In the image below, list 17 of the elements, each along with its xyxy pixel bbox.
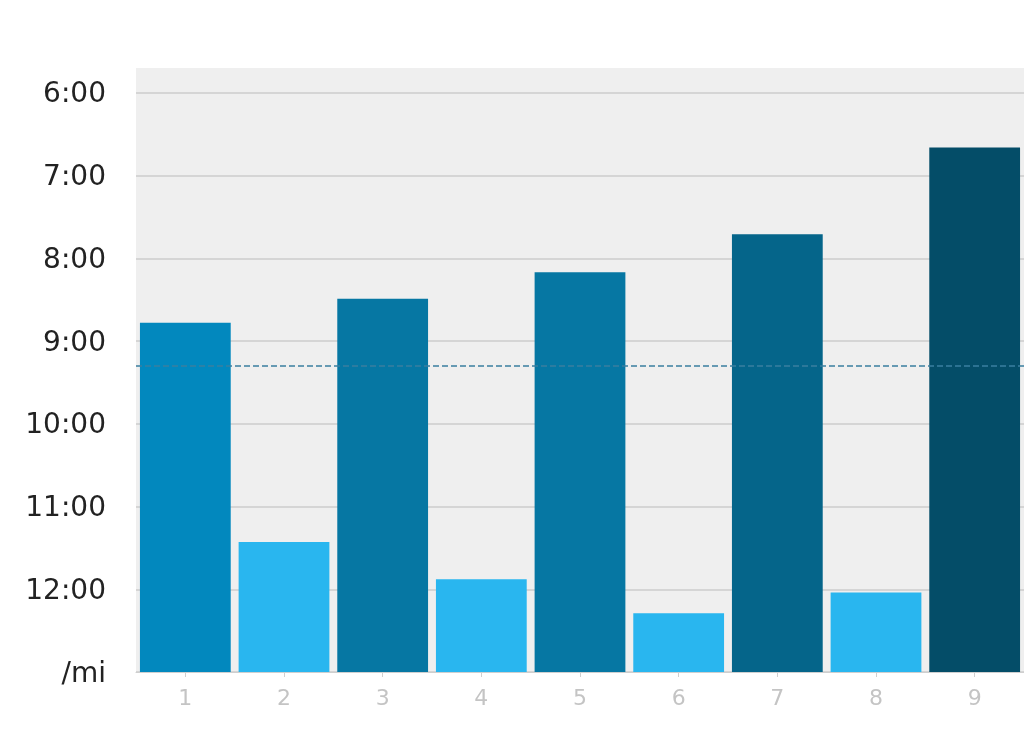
x-tick-label: 6 bbox=[671, 684, 686, 710]
y-tick-label: 12:00 bbox=[25, 572, 106, 606]
x-tick-label: 2 bbox=[277, 684, 291, 710]
y-tick-label: 9:00 bbox=[43, 324, 106, 358]
x-tick-label: 8 bbox=[869, 684, 883, 710]
y-tick-label: 8:00 bbox=[43, 241, 106, 275]
y-tick-label: 11:00 bbox=[25, 490, 106, 524]
x-tick-label: 4 bbox=[474, 684, 489, 710]
x-tick-label: 9 bbox=[967, 684, 982, 710]
x-tick-label: 7 bbox=[770, 684, 785, 710]
y-tick-label: /mi bbox=[61, 655, 106, 689]
y-tick-label: 7:00 bbox=[43, 159, 106, 193]
y-tick-label: 6:00 bbox=[43, 76, 106, 110]
y-tick-label: 10:00 bbox=[25, 407, 106, 441]
x-tick-label: 5 bbox=[573, 684, 587, 710]
x-tick-label: 1 bbox=[178, 684, 193, 710]
x-tick-label: 3 bbox=[375, 684, 390, 710]
